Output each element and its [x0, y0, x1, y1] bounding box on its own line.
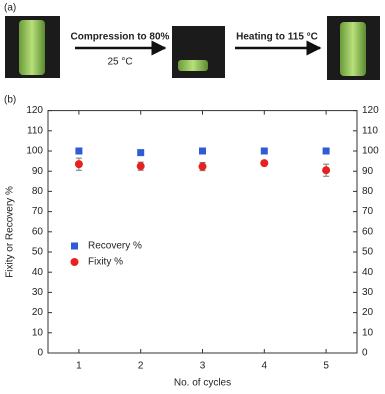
x-tick-label: 1 [76, 361, 82, 372]
point [322, 147, 330, 155]
y2-tick-label: 80 [362, 186, 374, 197]
step-text: Compression to 80% [71, 32, 170, 43]
legend-marker [70, 258, 79, 266]
y2-tick-label: 70 [362, 206, 374, 217]
y2-tick-label: 10 [362, 327, 374, 338]
y-tick-label: 40 [32, 267, 44, 278]
y2-tick-label: 60 [362, 226, 374, 237]
point [75, 147, 83, 155]
photo-compressed [172, 26, 225, 78]
point [137, 149, 145, 157]
y-tick-label: 80 [32, 186, 44, 197]
y2-tick-label: 0 [362, 348, 368, 359]
point [260, 147, 268, 155]
y-tick-label: 50 [32, 247, 44, 258]
panel-label: (b) [4, 95, 16, 106]
photo-original [5, 16, 60, 78]
x-tick-label: 2 [138, 361, 144, 372]
legend-marker [71, 242, 78, 250]
step-text: Heating to 115 °C [236, 32, 318, 43]
legend-label: Fixity % [88, 257, 123, 268]
y2-tick-label: 40 [362, 267, 374, 278]
x-axis-title: No. of cycles [174, 378, 231, 389]
point [136, 162, 145, 171]
y-tick-label: 0 [37, 348, 43, 359]
y-tick-label: 100 [26, 146, 43, 157]
plot-frame [47, 110, 358, 354]
y-tick-label: 60 [32, 226, 44, 237]
photo-recovered [327, 16, 380, 80]
y2-tick-label: 120 [362, 105, 379, 116]
legend-label: Recovery % [88, 241, 142, 252]
point [260, 159, 269, 168]
y2-tick-label: 110 [362, 125, 378, 136]
step-condition: 25 °C [107, 57, 132, 68]
y2-tick-label: 50 [362, 247, 374, 258]
x-tick-label: 4 [262, 361, 268, 372]
x-tick-label: 5 [323, 361, 329, 372]
y-tick-label: 90 [32, 166, 44, 177]
point [322, 166, 331, 175]
y-tick-label: 70 [32, 206, 44, 217]
y2-tick-label: 90 [362, 166, 374, 177]
y-tick-label: 10 [32, 327, 44, 338]
y2-tick-label: 30 [362, 287, 374, 298]
panel-label: (a) [4, 3, 16, 14]
y-axis-title: Fixity or Recovery % [5, 186, 16, 278]
y2-tick-label: 100 [362, 146, 379, 157]
x-tick-label: 3 [200, 361, 206, 372]
y-tick-label: 30 [32, 287, 44, 298]
y2-tick-label: 20 [362, 307, 374, 318]
point [74, 160, 83, 169]
point [198, 162, 207, 171]
y-tick-label: 110 [27, 125, 43, 136]
point [199, 147, 206, 155]
y-tick-label: 120 [26, 105, 43, 116]
y-tick-label: 20 [32, 307, 44, 318]
